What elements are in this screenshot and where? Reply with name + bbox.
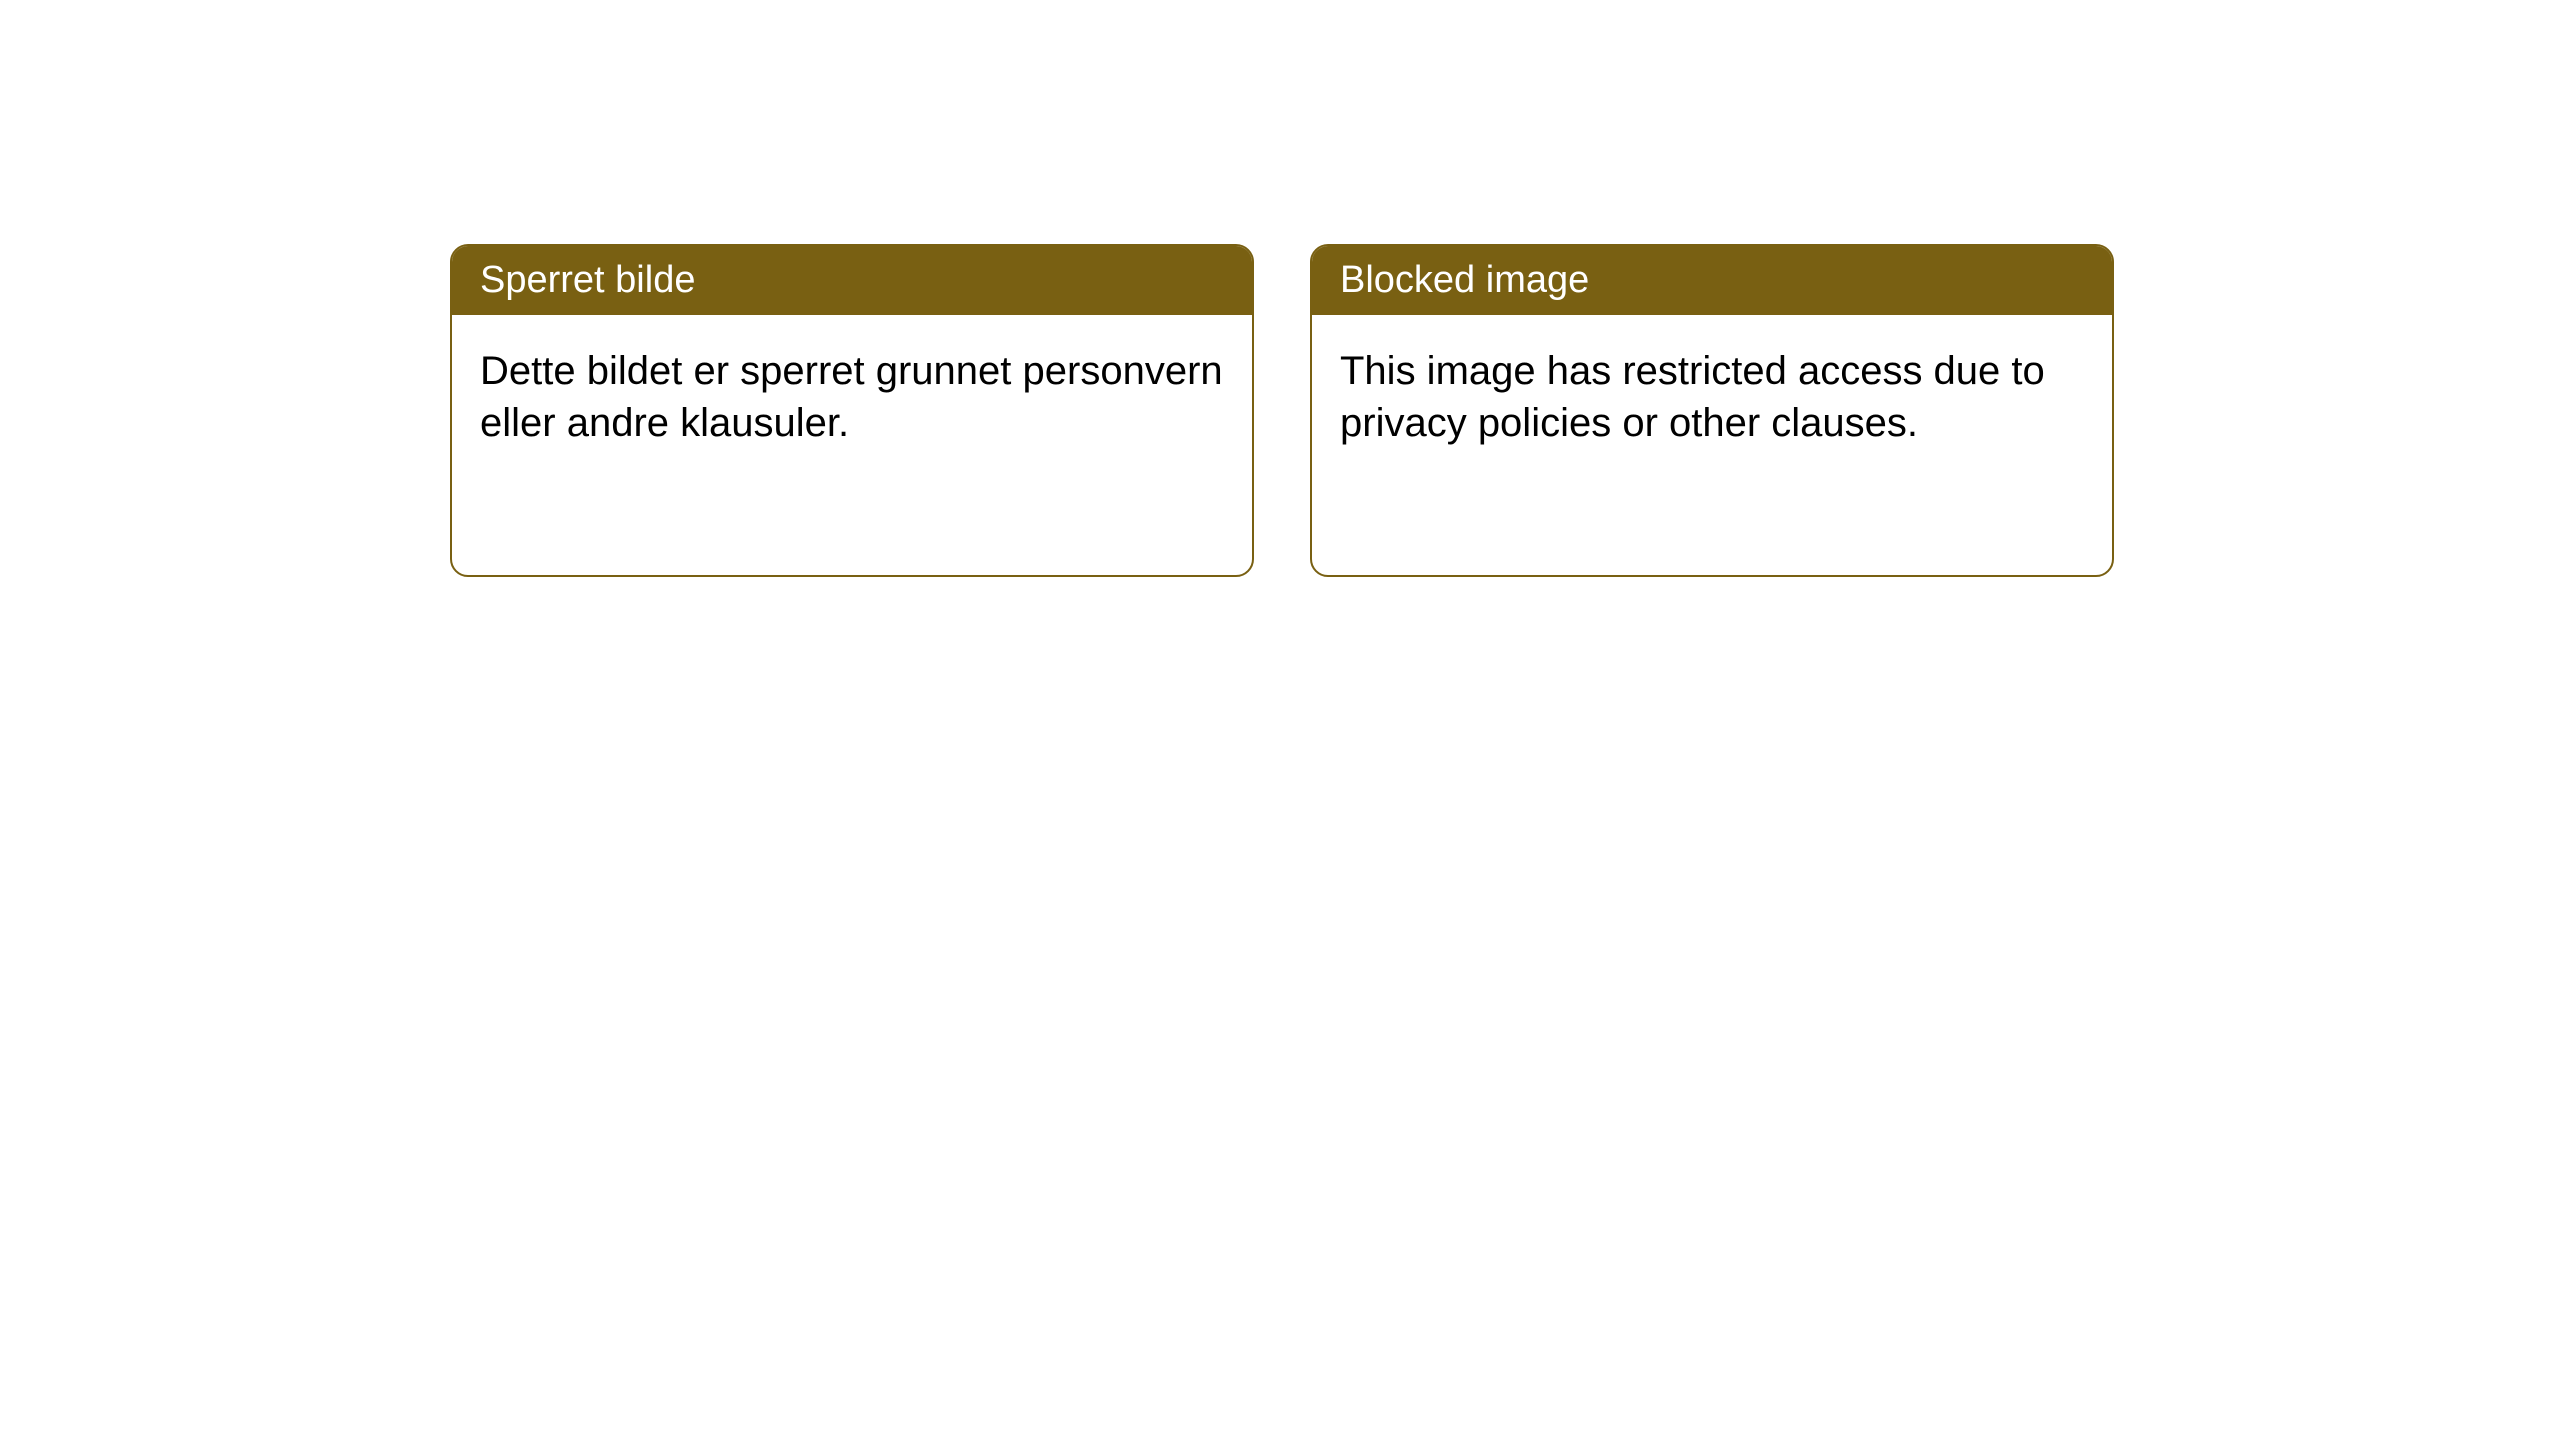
notice-title: Blocked image [1340, 259, 1589, 301]
notice-title: Sperret bilde [480, 259, 695, 301]
notice-container: Sperret bilde Dette bildet er sperret gr… [0, 0, 2560, 577]
notice-card-english: Blocked image This image has restricted … [1310, 244, 2114, 577]
notice-header: Blocked image [1312, 246, 2112, 315]
notice-card-norwegian: Sperret bilde Dette bildet er sperret gr… [450, 244, 1254, 577]
notice-body: Dette bildet er sperret grunnet personve… [452, 315, 1252, 479]
notice-body: This image has restricted access due to … [1312, 315, 2112, 479]
notice-header: Sperret bilde [452, 246, 1252, 315]
notice-body-text: Dette bildet er sperret grunnet personve… [480, 349, 1223, 445]
notice-body-text: This image has restricted access due to … [1340, 349, 2045, 445]
